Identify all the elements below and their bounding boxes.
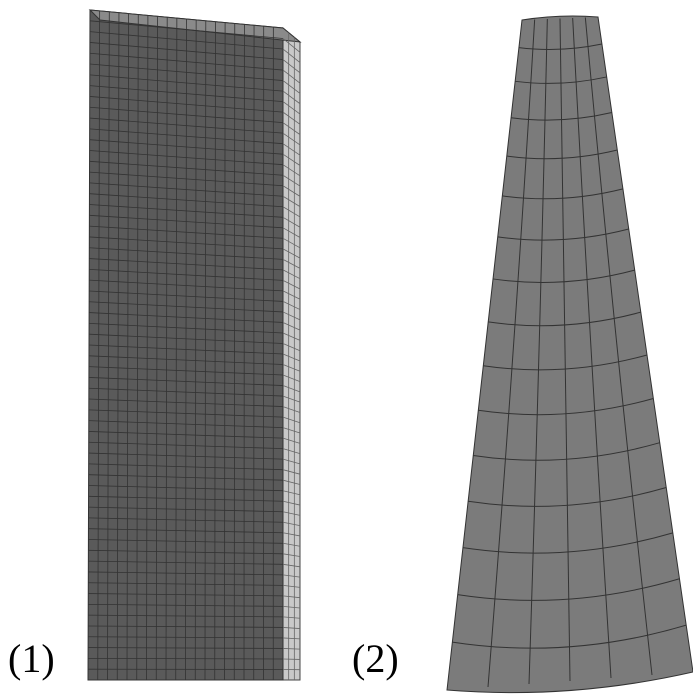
label: (1) [8,636,55,681]
label: (2) [352,636,399,681]
mesh-1 [88,10,300,680]
mesh-2 [447,16,693,693]
figure: (1) (2) [0,0,693,694]
